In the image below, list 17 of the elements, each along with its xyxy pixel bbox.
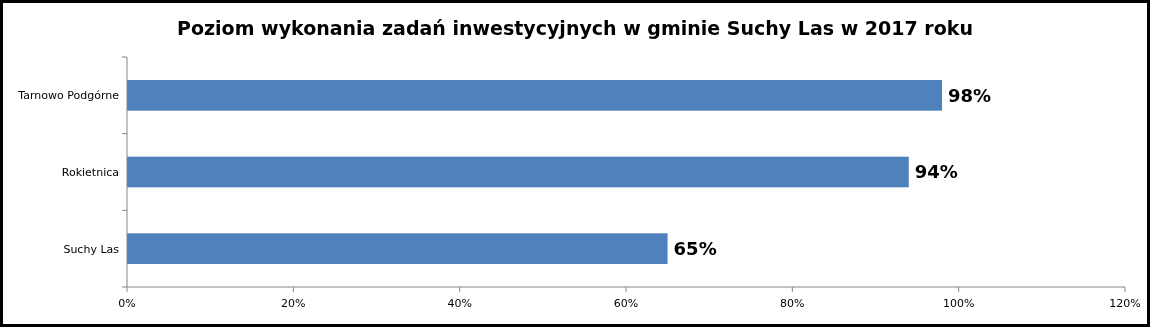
y-tick-label: Rokietnica [61,165,119,179]
x-tick-label: 100% [942,297,975,310]
x-tick-label: 40% [447,297,472,310]
y-tick-label: Tarnowo Podgórne [17,89,120,103]
y-tick-label: Suchy Las [63,242,120,256]
x-tick-label: 0% [118,297,136,310]
chart-title: Poziom wykonania zadań inwestycyjnych w gminie Suchy Las w 2017 roku [177,17,973,39]
bar [127,80,943,111]
bar [127,156,909,188]
data-label: 94% [914,161,958,183]
bar [127,233,668,264]
x-tick-label: 60% [613,297,639,310]
x-tick-label: 20% [281,297,306,310]
data-label: 65% [673,237,717,259]
data-label: 98% [948,84,992,106]
x-tick-label: 120% [1109,297,1141,310]
x-tick-label: 80% [780,297,805,310]
